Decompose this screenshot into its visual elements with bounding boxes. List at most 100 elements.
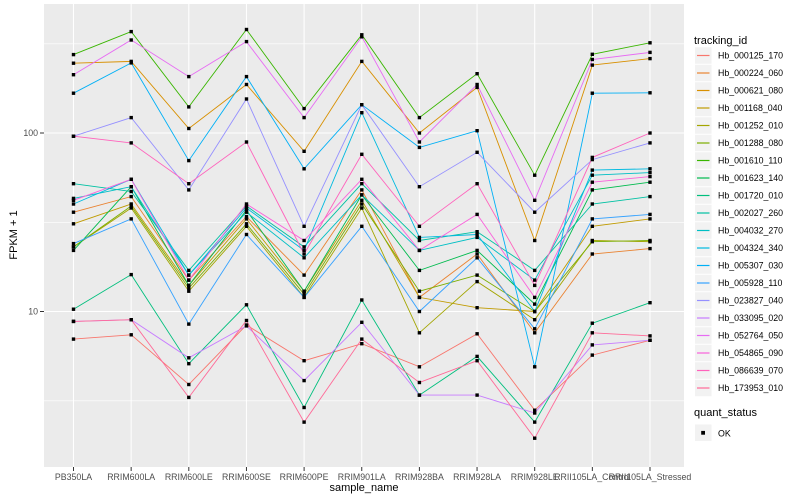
data-point <box>590 63 594 67</box>
data-point <box>417 185 422 189</box>
data-point <box>590 353 594 357</box>
data-point <box>302 420 306 424</box>
data-point <box>187 286 191 290</box>
legend-label: Hb_002027_260 <box>718 208 783 218</box>
data-point <box>475 279 479 284</box>
data-point <box>129 38 133 42</box>
data-point <box>187 188 191 192</box>
legend-label: Hb_004324_340 <box>718 243 783 253</box>
data-point <box>129 318 133 322</box>
data-point <box>187 126 191 131</box>
data-point <box>244 318 249 323</box>
x-axis-title: sample_name <box>329 482 398 494</box>
legend-entry-Hb_002027_260: Hb_002027_260 <box>695 204 783 222</box>
legend-entry-Hb_001720_010: Hb_001720_010 <box>695 187 783 204</box>
data-point <box>590 180 594 184</box>
data-point <box>475 212 479 217</box>
data-point <box>244 222 249 226</box>
data-point <box>360 103 364 107</box>
data-point <box>648 170 652 175</box>
data-point <box>590 168 594 172</box>
legend-label: Hb_005307_030 <box>718 261 783 271</box>
legend-entry-Hb_005928_110: Hb_005928_110 <box>695 274 783 292</box>
data-point <box>648 167 652 171</box>
data-point <box>648 41 652 45</box>
data-point <box>475 150 479 154</box>
data-point <box>244 74 249 79</box>
data-point <box>244 324 249 328</box>
legend-entry-Hb_001252_010: Hb_001252_010 <box>695 117 783 134</box>
data-point <box>648 217 652 221</box>
data-point <box>475 306 479 310</box>
data-point <box>302 167 306 171</box>
data-point <box>129 61 133 65</box>
data-point <box>533 309 537 314</box>
data-point <box>129 206 133 210</box>
data-point <box>590 343 594 347</box>
legend-entry-Hb_001610_110: Hb_001610_110 <box>695 152 783 169</box>
data-point <box>244 27 249 32</box>
data-point <box>244 206 249 210</box>
data-point <box>648 56 652 61</box>
data-point <box>475 129 479 133</box>
data-point <box>71 248 76 253</box>
data-point <box>475 235 479 240</box>
data-point <box>360 198 364 202</box>
data-point <box>129 202 133 206</box>
quant-status-value-label: OK <box>718 429 731 439</box>
data-point <box>187 362 191 366</box>
x-tick-label: RRIM928LE <box>511 472 559 482</box>
data-point <box>360 111 364 115</box>
data-point <box>360 320 364 324</box>
data-point <box>533 327 537 331</box>
data-point <box>360 224 364 228</box>
data-point <box>648 238 652 243</box>
legend-entry-Hb_004032_270: Hb_004032_270 <box>695 222 783 239</box>
legend-entry-Hb_001168_040: Hb_001168_040 <box>695 99 783 117</box>
legend-entry-Hb_000621_080: Hb_000621_080 <box>695 82 783 99</box>
data-point <box>187 382 191 387</box>
x-tick-label: RRIM600LA <box>107 472 155 482</box>
data-point <box>590 157 594 162</box>
data-point <box>360 342 364 346</box>
data-point <box>71 198 76 202</box>
x-tick-label: RRII105LA_Control <box>554 472 630 482</box>
data-point <box>590 321 594 325</box>
data-point <box>244 217 249 221</box>
data-point <box>475 256 479 260</box>
data-point <box>187 105 191 109</box>
data-point <box>360 206 364 210</box>
legend-entry-Hb_052764_050: Hb_052764_050 <box>695 327 783 344</box>
data-point <box>71 307 76 311</box>
data-point <box>533 295 537 300</box>
legend-entry-Hb_054865_090: Hb_054865_090 <box>695 344 783 362</box>
data-point <box>302 273 306 277</box>
data-point <box>244 39 249 44</box>
x-axis-tick-labels: PB350LA RRIM600LA RRIM600LE RRIM600SE RRIM60… <box>55 472 692 482</box>
data-point <box>129 185 133 189</box>
data-point <box>648 212 652 217</box>
data-point <box>417 145 422 150</box>
data-point <box>533 318 537 322</box>
legend-entry-Hb_173953_010: Hb_173953_010 <box>695 379 783 397</box>
axis-ticks <box>40 132 651 471</box>
data-point <box>302 289 306 293</box>
data-point <box>417 248 422 253</box>
legend-label: Hb_054865_090 <box>718 348 783 358</box>
data-point <box>244 214 249 219</box>
data-point <box>417 131 422 135</box>
data-point <box>533 408 537 412</box>
data-point <box>590 240 594 244</box>
data-point <box>302 149 306 153</box>
data-point <box>648 91 652 95</box>
data-point <box>648 194 652 199</box>
legend-label: Hb_001252_010 <box>718 121 783 131</box>
data-point <box>533 268 537 273</box>
legend-label: Hb_052764_050 <box>718 331 783 341</box>
data-point <box>533 302 537 306</box>
data-point <box>475 248 479 253</box>
x-tick-label: RRIM600PE <box>280 472 329 482</box>
data-point <box>417 380 422 385</box>
